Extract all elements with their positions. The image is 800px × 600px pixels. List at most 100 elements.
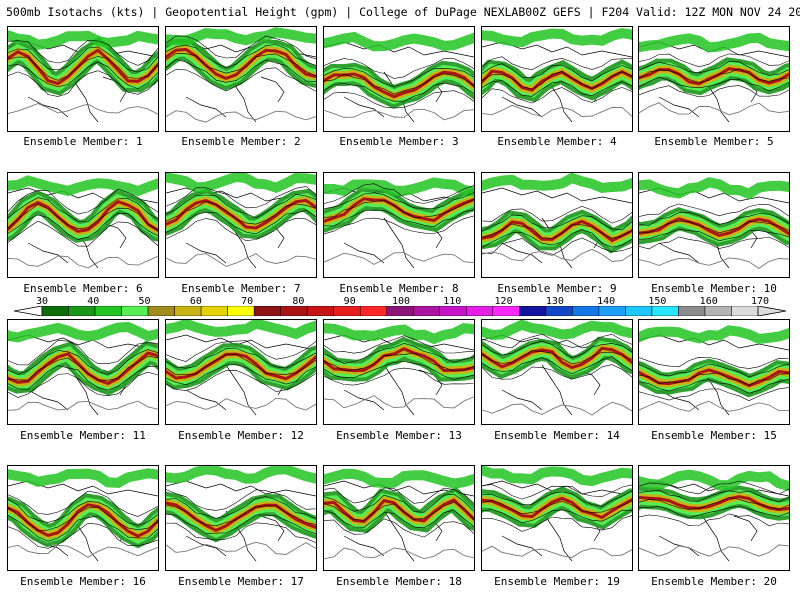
height-contour	[639, 513, 789, 527]
height-contour	[324, 73, 474, 95]
colorbar-segment	[41, 306, 69, 316]
coastline	[166, 480, 316, 562]
map-10	[639, 177, 789, 269]
height-contour	[166, 364, 316, 386]
height-contour-gray	[639, 257, 789, 269]
map-18	[324, 468, 474, 562]
height-contour	[166, 59, 316, 83]
ensemble-member-label: Ensemble Member: 5	[654, 135, 774, 148]
height-contour	[482, 223, 632, 239]
colorbar-segment	[227, 306, 255, 316]
colorbar: 30 40 50 60 70 80 90 100 110 120 130 140 150 160 170	[0, 296, 800, 320]
jet-band	[482, 320, 632, 340]
colorbar-tick-label: 100	[391, 296, 411, 307]
colorbar-tick-label: 50	[138, 296, 151, 307]
coastline	[8, 480, 158, 562]
height-contour	[639, 497, 789, 510]
colorbar-segment	[121, 306, 149, 316]
height-contour	[482, 509, 632, 524]
height-contour-gray	[8, 103, 158, 115]
height-contour	[8, 339, 158, 366]
height-contour	[166, 522, 316, 544]
height-contour	[166, 347, 316, 369]
height-contour	[639, 387, 789, 402]
colorbar-tick-label: 40	[87, 296, 100, 307]
colorbar-segment	[598, 306, 626, 316]
height-contour-gray	[166, 110, 316, 123]
colorbar-tick-label: 90	[343, 296, 356, 307]
map-19	[482, 466, 632, 562]
height-contour	[324, 90, 474, 109]
colorbar-right-arrow	[757, 306, 787, 316]
colorbar-segment	[704, 306, 732, 316]
height-contour	[8, 39, 158, 66]
height-contour	[324, 335, 474, 354]
jet-band	[166, 466, 316, 484]
colorbar-strip	[13, 306, 787, 316]
height-contour	[639, 356, 789, 369]
map-12	[166, 320, 316, 416]
ensemble-panel-3	[323, 26, 475, 132]
colorbar-segment	[572, 306, 600, 316]
map-2	[166, 27, 316, 123]
map-8	[324, 177, 474, 269]
jet-band	[639, 325, 789, 345]
jet-band	[166, 173, 316, 194]
height-contour	[324, 487, 474, 504]
height-contour-gray	[639, 102, 789, 116]
height-contour	[166, 193, 316, 219]
height-contour	[324, 58, 474, 79]
ensemble-member-label: Ensemble Member: 2	[181, 135, 301, 148]
ensemble-panel-10	[638, 172, 790, 278]
colorbar-segment	[625, 306, 653, 316]
colorbar-segment	[678, 306, 706, 316]
height-contour	[639, 53, 789, 68]
colorbar-tick-label: 80	[292, 296, 305, 307]
height-contour-gray	[8, 544, 158, 558]
ensemble-member-label: Ensemble Member: 9	[497, 282, 617, 295]
ensemble-member-label: Ensemble Member: 11	[20, 429, 146, 442]
height-contour	[482, 364, 632, 380]
ensemble-panel-8	[323, 172, 475, 278]
height-contour	[639, 61, 789, 76]
height-contour	[639, 220, 789, 234]
height-contour	[166, 496, 316, 520]
ensemble-panel-19	[481, 465, 633, 571]
ensemble-panel-14	[481, 319, 633, 425]
colorbar-segment	[519, 306, 547, 316]
height-contour	[8, 522, 158, 549]
jet-band	[324, 31, 474, 52]
height-contour	[324, 209, 474, 228]
height-contour-gray	[166, 541, 316, 555]
colorbar-tick-label: 120	[494, 296, 513, 307]
jet-band	[8, 321, 158, 343]
jet-band	[8, 351, 158, 386]
height-contour-gray	[324, 252, 474, 265]
ensemble-panel-12	[165, 319, 317, 425]
jet-band	[482, 466, 632, 487]
colorbar-tick-label: 160	[699, 296, 718, 307]
height-contour	[8, 365, 158, 391]
height-contour	[639, 505, 789, 519]
height-contour	[482, 490, 632, 507]
colorbar-tick-label: 140	[597, 296, 616, 307]
ensemble-panel-9	[481, 172, 633, 278]
height-contour	[8, 498, 158, 526]
height-contour-gray	[482, 545, 632, 558]
colorbar-segment	[253, 306, 281, 316]
colorbar-segment	[306, 306, 334, 316]
ensemble-member-label: Ensemble Member: 4	[497, 135, 617, 148]
colorbar-segment	[68, 306, 96, 316]
height-contour	[482, 237, 632, 256]
height-contour	[8, 371, 158, 398]
jet-band	[639, 32, 789, 53]
height-contour	[639, 228, 789, 242]
height-contour	[482, 229, 632, 248]
ensemble-member-label: Ensemble Member: 3	[339, 135, 459, 148]
height-contour	[482, 71, 632, 90]
height-contour	[166, 354, 316, 376]
colorbar-tick-label: 130	[545, 296, 564, 307]
ensemble-member-label: Ensemble Member: 7	[181, 282, 301, 295]
coastline	[8, 187, 158, 269]
jet-band	[324, 177, 474, 197]
